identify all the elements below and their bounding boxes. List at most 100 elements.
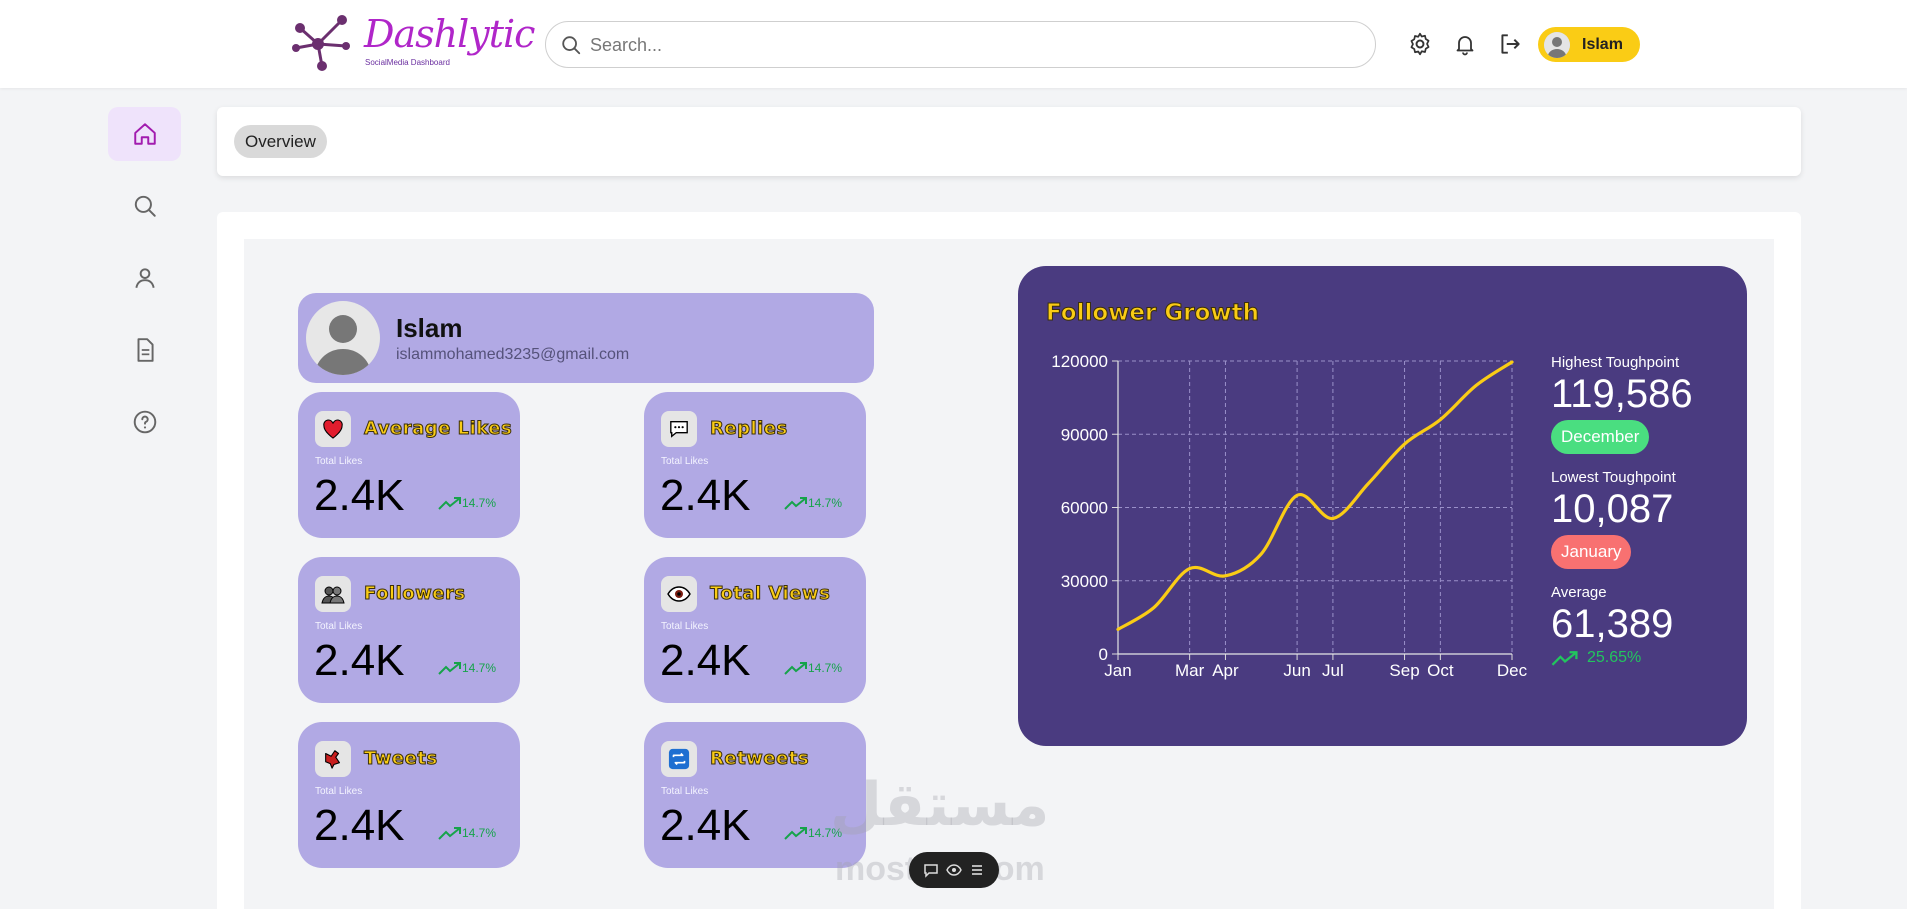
sidebar-item-profile[interactable] <box>108 251 181 305</box>
trending-up-icon <box>438 662 461 675</box>
settings-button[interactable] <box>1406 30 1434 58</box>
user-menu-button[interactable]: Islam <box>1538 27 1640 62</box>
stat-card-replies: Replies Total Likes 2.4K 14.7% <box>644 392 866 538</box>
highest-value: 119,586 <box>1551 372 1693 416</box>
stat-value: 2.4K <box>660 801 751 850</box>
x-tick-label: Oct <box>1427 661 1454 680</box>
search-input[interactable] <box>590 31 1350 59</box>
x-tick-label: Jan <box>1104 661 1131 680</box>
x-tick-label: Sep <box>1389 661 1419 680</box>
average-label: Average <box>1551 584 1607 601</box>
eye-icon <box>661 576 697 612</box>
bell-icon <box>1456 36 1474 56</box>
user-avatar-icon <box>1544 31 1570 58</box>
watermark-arabic: مستقل <box>830 771 1050 838</box>
notifications-button[interactable] <box>1451 30 1479 58</box>
x-tick-label: Mar <box>1175 661 1205 680</box>
menu-icon <box>972 865 983 875</box>
search-icon <box>562 36 581 55</box>
lowest-value: 10,087 <box>1551 487 1674 531</box>
stat-subtitle: Total Likes <box>315 456 363 467</box>
chart-title: Follower Growth <box>1046 300 1260 327</box>
avatar <box>1544 31 1570 58</box>
sidebar-item-reports[interactable] <box>108 323 181 377</box>
highest-month-badge: December <box>1551 420 1650 454</box>
stat-value: 2.4K <box>314 471 405 520</box>
stat-trend-value: 14.7% <box>808 496 843 510</box>
average-value: 61,389 <box>1551 602 1674 646</box>
speech-bubble-icon <box>661 411 697 447</box>
floating-toolbar[interactable] <box>909 852 999 888</box>
stat-title: Retweets <box>709 748 810 770</box>
trending-up-icon <box>438 497 461 510</box>
network-logo-icon <box>292 15 350 71</box>
stat-value: 2.4K <box>314 801 405 850</box>
x-tick-label: Jul <box>1322 661 1344 680</box>
bird-icon <box>315 741 351 777</box>
stat-title: Total Views <box>709 583 831 605</box>
stat-card-retweets: Retweets Total Likes 2.4K 14.7% <box>644 722 866 868</box>
stat-trend-value: 14.7% <box>462 661 497 675</box>
brand-logo[interactable]: Dashlytic SocialMedia Dashboard <box>290 10 535 72</box>
search-box <box>545 21 1376 68</box>
search-icon <box>134 195 156 217</box>
average-trend-value: 25.65% <box>1587 649 1642 666</box>
lowest-label: Lowest Toughpoint <box>1551 469 1676 486</box>
stat-trend: 14.7% <box>438 826 496 840</box>
user-name: Islam <box>1582 35 1623 53</box>
breadcrumb-overview[interactable]: Overview <box>234 125 327 158</box>
x-tick-label: Jun <box>1283 661 1310 680</box>
stat-title: Followers <box>364 583 466 605</box>
brand-name: Dashlytic <box>364 12 535 56</box>
trending-up-icon <box>438 827 461 840</box>
stat-card-total-views: Total Views Total Likes 2.4K 14.7% <box>644 557 866 703</box>
stat-value: 2.4K <box>660 636 751 685</box>
sidebar-item-help[interactable] <box>108 395 181 449</box>
stat-value: 2.4K <box>314 636 405 685</box>
follower-growth-chart: 0 30000 60000 90000 120000 Jan Mar Apr Jun Jul Sep… <box>1051 352 1528 680</box>
stat-trend-value: 14.7% <box>462 826 497 840</box>
stat-title: Average Likes <box>363 418 513 440</box>
heart-icon <box>315 411 351 447</box>
profile-email: islammohamed3235@gmail.com <box>396 346 630 363</box>
sidebar-item-search[interactable] <box>108 179 181 233</box>
stat-trend: 14.7% <box>438 661 496 675</box>
logout-icon <box>1501 34 1520 54</box>
stat-subtitle: Total Likes <box>661 786 709 797</box>
y-tick-label: 120000 <box>1051 352 1108 371</box>
stat-card-followers: Followers Total Likes 2.4K 14.7% <box>298 557 520 703</box>
stat-card-average-likes: Average Likes Total Likes 2.4K 14.7% <box>298 392 520 538</box>
x-tick-label: Dec <box>1497 661 1528 680</box>
sidebar-item-home[interactable] <box>108 107 181 161</box>
x-tick-label: Apr <box>1212 661 1239 680</box>
stat-subtitle: Total Likes <box>315 786 363 797</box>
profile-card: Islam islammohamed3235@gmail.com <box>298 293 874 383</box>
series-line <box>1116 360 1514 631</box>
trending-up-icon <box>784 497 807 510</box>
y-tick-label: 0 <box>1099 645 1108 664</box>
user-avatar-icon <box>314 315 372 375</box>
user-icon <box>134 268 155 288</box>
chat-icon <box>923 864 938 878</box>
stat-subtitle: Total Likes <box>661 456 709 467</box>
stat-title: Replies <box>710 418 788 440</box>
stat-subtitle: Total Likes <box>315 621 363 632</box>
stat-trend: 14.7% <box>784 661 842 675</box>
stat-trend-value: 14.7% <box>808 661 843 675</box>
trending-up-icon <box>784 662 807 675</box>
repeat-icon <box>661 741 697 777</box>
stat-card-tweets: Tweets Total Likes 2.4K 14.7% <box>298 722 520 868</box>
logout-button[interactable] <box>1496 30 1524 58</box>
brand-tagline: SocialMedia Dashboard <box>365 58 450 67</box>
stat-trend-value: 14.7% <box>808 826 843 840</box>
stat-title: Tweets <box>364 748 438 770</box>
lowest-month-badge: January <box>1551 535 1632 569</box>
stat-subtitle: Total Likes <box>661 621 709 632</box>
breadcrumb: Overview <box>217 107 1801 176</box>
stat-trend: 14.7% <box>784 826 842 840</box>
top-header: Dashlytic SocialMedia Dashboard <box>0 0 1907 88</box>
stat-value: 2.4K <box>660 471 751 520</box>
y-tick-label: 60000 <box>1061 499 1108 518</box>
average-trend: 25.65% <box>1551 649 1641 667</box>
stat-trend: 14.7% <box>438 496 496 510</box>
